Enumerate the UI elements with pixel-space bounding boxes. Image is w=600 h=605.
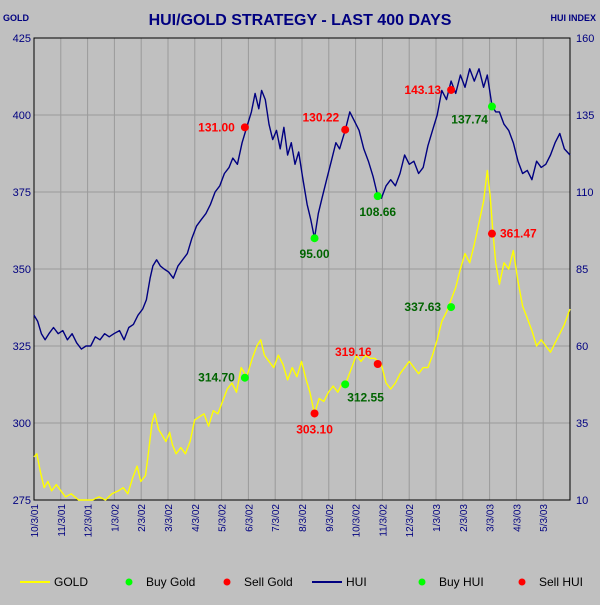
marker-value-label: 137.74 [451,113,488,127]
sell-gold-marker [487,229,496,238]
x-tick-label: 11/3/02 [378,504,389,537]
chart-title: HUI/GOLD STRATEGY - LAST 400 DAYS [149,12,452,29]
x-tick-label: 5/3/03 [539,504,550,532]
y-right-tick-label: 135 [576,110,594,122]
marker-value-label: 95.00 [300,247,330,261]
plot-frame [33,37,571,501]
legend-label: Buy HUI [439,575,484,589]
x-tick-label: 5/3/02 [218,504,229,532]
legend-label: Sell Gold [244,575,293,589]
x-tick-label: 8/3/02 [298,504,309,532]
sell-hui-marker [341,125,350,134]
y-right-tick-label: 160 [576,33,594,45]
legend-marker-sell-hui [518,578,526,586]
y-right-tick-label: 110 [576,187,594,199]
buy-hui-marker [487,102,496,111]
plot-area: 425 400 375 350 325 300 275 160 135 110 85 60 35 10 10… [13,33,595,537]
marker-value-label: 143.13 [404,83,441,97]
buy-hui-marker [373,192,382,201]
x-tick-label: 3/3/03 [486,504,497,532]
x-tick-label: 6/3/02 [244,504,255,532]
gold-series-line [33,169,571,501]
y-left-tick-label: 400 [13,110,31,122]
x-tick-label: 7/3/02 [271,504,282,532]
buy-gold-marker [341,380,350,389]
legend-label: HUI [346,575,367,589]
legend: GOLD Buy Gold Sell Gold HUI Buy HUI Sell HUI [20,575,583,589]
marker-value-label: 303.10 [296,422,333,436]
y-left-tick-label: 275 [13,495,31,507]
marker-value-label: 130.22 [302,111,339,125]
y-left-tick-label: 425 [13,33,31,45]
x-tick-label: 4/3/02 [191,504,202,532]
marker-value-label: 131.00 [198,120,235,134]
marker-value-label: 337.63 [404,300,441,314]
x-tick-label: 11/3/01 [57,504,68,537]
buy-gold-marker [447,303,456,312]
sell-hui-marker [447,85,456,94]
y-right-tick-label: 10 [576,495,588,507]
marker-value-label: 319.16 [335,345,372,359]
sell-gold-marker [373,359,382,368]
y-right-tick-label: 85 [576,264,588,276]
legend-label: GOLD [54,575,88,589]
x-tick-label: 1/3/02 [110,504,121,532]
left-axis-label: GOLD [3,13,29,23]
x-tick-label: 2/3/02 [137,504,148,532]
x-tick-label: 9/3/02 [325,504,336,532]
x-tick-label: 1/3/03 [432,504,443,532]
buy-hui-marker [310,234,319,243]
y-right-tick-label: 35 [576,418,588,430]
sell-gold-marker [310,409,319,418]
y-right-tick-label: 60 [576,341,588,353]
sell-hui-marker [240,123,249,132]
y-left-tick-label: 350 [13,264,31,276]
legend-marker-buy-gold [125,578,133,586]
buy-gold-marker [240,373,249,382]
marker-value-label: 312.55 [347,390,384,404]
legend-marker-buy-hui [418,578,426,586]
hui-series-line [33,68,571,350]
legend-label: Sell HUI [539,575,583,589]
y-left-tick-label: 375 [13,187,31,199]
x-tick-label: 2/3/03 [459,504,470,532]
legend-label: Buy Gold [146,575,195,589]
x-tick-label: 12/3/02 [405,504,416,538]
x-tick-label: 10/3/01 [30,504,41,538]
marker-value-label: 108.66 [359,205,396,219]
y-left-tick-label: 300 [13,418,31,430]
x-tick-label: 3/3/02 [164,504,175,532]
y-left-tick-label: 325 [13,341,31,353]
marker-value-label: 361.47 [500,227,537,241]
legend-marker-sell-gold [223,578,231,586]
right-axis-label: HUI INDEX [550,13,596,23]
x-tick-label: 4/3/03 [512,504,523,532]
marker-value-label: 314.70 [198,371,235,385]
x-tick-label: 12/3/01 [84,504,95,538]
x-tick-label: 10/3/02 [352,504,363,538]
